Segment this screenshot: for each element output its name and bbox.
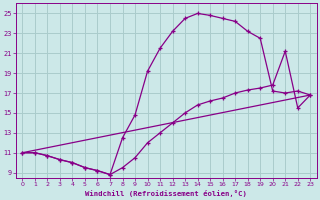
X-axis label: Windchill (Refroidissement éolien,°C): Windchill (Refroidissement éolien,°C) xyxy=(85,190,247,197)
